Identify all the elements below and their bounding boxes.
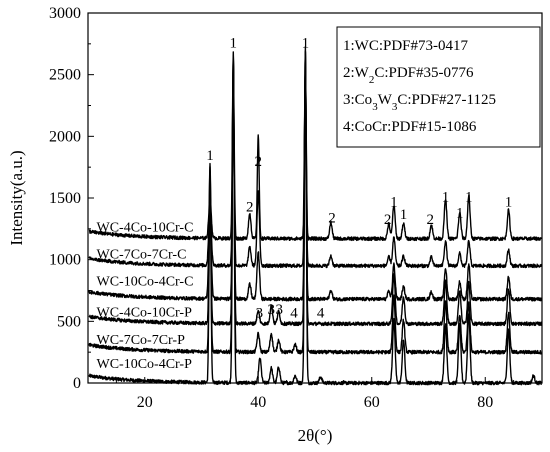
peak-annotation: 1 xyxy=(206,148,214,164)
peak-annotation: 3 xyxy=(275,302,283,318)
series-label: WC-10Co-4Cr-P xyxy=(97,357,193,372)
peak-annotation: 2 xyxy=(246,200,254,216)
x-tick-label: 40 xyxy=(250,394,266,411)
series-label: WC-7Co-7Cr-P xyxy=(97,333,186,348)
series-label: WC-7Co-7Cr-C xyxy=(97,247,187,262)
y-tick-label: 1500 xyxy=(49,190,81,207)
series-layer xyxy=(88,46,543,386)
x-axis-label: 2θ(°) xyxy=(298,426,333,445)
peak-annotation: 3 xyxy=(268,302,276,318)
series-label: WC-10Co-4Cr-C xyxy=(97,275,194,290)
peak-annotation: 1 xyxy=(505,195,513,211)
peak-annotation: 1 xyxy=(230,36,238,52)
series-label: WC-4Co-10Cr-C xyxy=(97,220,194,235)
x-tick-label: 60 xyxy=(364,394,380,411)
peak-annotation: 4 xyxy=(290,306,298,322)
y-tick-label: 2000 xyxy=(49,128,81,145)
legend-layer: 1:WC:PDF#73-0417 2:W2C:PDF#35-0776 3:Co3W3… xyxy=(336,26,541,148)
legend-entry: 2:W2C:PDF#35-0776 xyxy=(343,65,474,86)
peak-annotation: 4 xyxy=(317,306,325,322)
peak-annotation: 2 xyxy=(255,154,263,170)
peak-annotation: 1 xyxy=(390,195,398,211)
x-tick-label: 80 xyxy=(477,394,493,411)
y-tick-label: 0 xyxy=(73,375,81,392)
axes-layer xyxy=(87,12,543,384)
legend-entry: 4:CoCr:PDF#15-1086 xyxy=(343,119,477,135)
series-line-WC-4Co-10Cr-C xyxy=(88,65,543,242)
series-label: WC-4Co-10Cr-P xyxy=(97,305,193,320)
peak-annotation: 2 xyxy=(426,212,434,228)
legend-entry: 1:WC:PDF#73-0417 xyxy=(343,38,469,54)
series-line-WC-7Co-7Cr-C xyxy=(88,69,543,269)
y-tick-label: 1000 xyxy=(49,252,81,269)
series-line-WC-4Co-10Cr-P xyxy=(88,51,543,327)
peak-annotation: 2 xyxy=(384,212,392,228)
y-tick-label: 2500 xyxy=(49,67,81,84)
peak-annotation: 1 xyxy=(465,190,473,206)
peak-annotation: 3 xyxy=(256,306,264,322)
peak-annotation: 1 xyxy=(400,207,408,223)
y-tick-label: 500 xyxy=(57,313,81,330)
series-line-WC-7Co-7Cr-P xyxy=(88,50,542,355)
y-axis-label: Intensity(a.u.) xyxy=(7,150,26,245)
series-line-WC-10Co-4Cr-C xyxy=(88,70,543,302)
x-tick-label: 20 xyxy=(137,394,153,411)
peak-annotation: 1 xyxy=(442,190,450,206)
y-tick-label: 3000 xyxy=(49,5,81,22)
legend-entry: 3:Co3W3C:PDF#27-1125 xyxy=(343,92,496,113)
peak-annotation: 1 xyxy=(302,36,310,52)
peak-annotation: 2 xyxy=(328,211,336,227)
peak-annotation: 1 xyxy=(456,206,464,222)
legend-box xyxy=(336,26,541,148)
text-layer: 20 40 60 80 0 500 1000 1500 2000 2500 3000 2θ(°) Int… xyxy=(7,5,512,445)
